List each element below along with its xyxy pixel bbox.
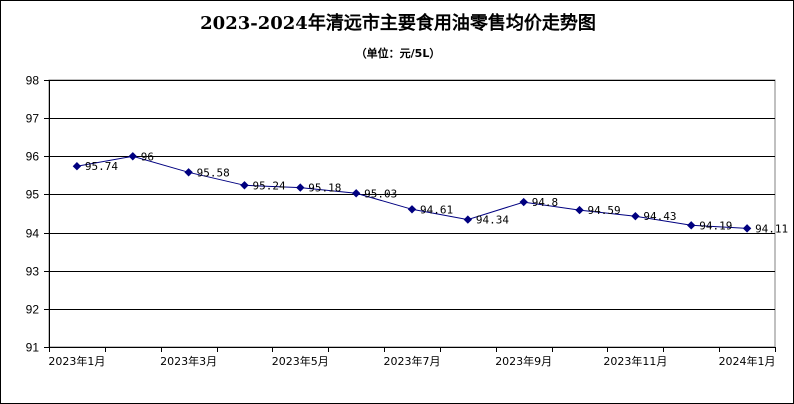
x-tick-label: 2023年7月 bbox=[384, 354, 441, 368]
data-label: 95.18 bbox=[308, 182, 341, 195]
x-tick-label: 2023年5月 bbox=[272, 354, 329, 368]
y-tick-label: 91 bbox=[26, 341, 40, 355]
data-point bbox=[184, 168, 193, 177]
data-point bbox=[742, 224, 752, 233]
data-label: 94.61 bbox=[420, 203, 453, 216]
data-point bbox=[351, 189, 361, 198]
data-label: 94.19 bbox=[699, 219, 732, 232]
data-point bbox=[296, 183, 305, 192]
y-tick-label: 98 bbox=[26, 74, 40, 88]
x-tick-label: 2024年1月 bbox=[719, 354, 776, 368]
y-tick-label: 93 bbox=[26, 265, 40, 279]
y-tick-label: 96 bbox=[26, 150, 40, 164]
data-point bbox=[575, 205, 584, 215]
data-point bbox=[519, 197, 528, 207]
data-label: 94.8 bbox=[532, 196, 559, 209]
data-label: 96 bbox=[141, 150, 154, 163]
data-point bbox=[687, 221, 696, 230]
data-point bbox=[128, 152, 137, 161]
x-tick-label: 2023年11月 bbox=[603, 354, 667, 368]
y-tick-label: 97 bbox=[26, 112, 40, 126]
chart-title: 2023-2024年清远市主要食用油零售均价走势图 bbox=[200, 13, 596, 34]
data-label: 95.24 bbox=[252, 179, 285, 192]
data-label: 95.03 bbox=[364, 187, 397, 200]
data-label: 94.59 bbox=[588, 204, 621, 217]
data-label: 95.74 bbox=[85, 160, 118, 173]
y-tick-label: 94 bbox=[26, 227, 40, 241]
data-label: 94.34 bbox=[476, 214, 509, 227]
x-tick-label: 2023年1月 bbox=[48, 354, 105, 368]
data-label: 95.58 bbox=[197, 166, 230, 179]
data-label: 94.43 bbox=[643, 210, 676, 223]
x-tick-label: 2023年3月 bbox=[160, 354, 217, 368]
data-point bbox=[463, 215, 473, 224]
data-point bbox=[72, 161, 82, 171]
chart-subtitle: （单位：元/5L） bbox=[355, 47, 441, 60]
x-tick-label: 2023年9月 bbox=[495, 354, 552, 368]
y-tick-label: 95 bbox=[26, 188, 40, 202]
data-point bbox=[631, 211, 640, 221]
data-point bbox=[407, 205, 417, 214]
y-tick-label: 92 bbox=[26, 303, 40, 317]
data-label: 94.11 bbox=[755, 222, 788, 235]
data-point bbox=[240, 181, 249, 190]
